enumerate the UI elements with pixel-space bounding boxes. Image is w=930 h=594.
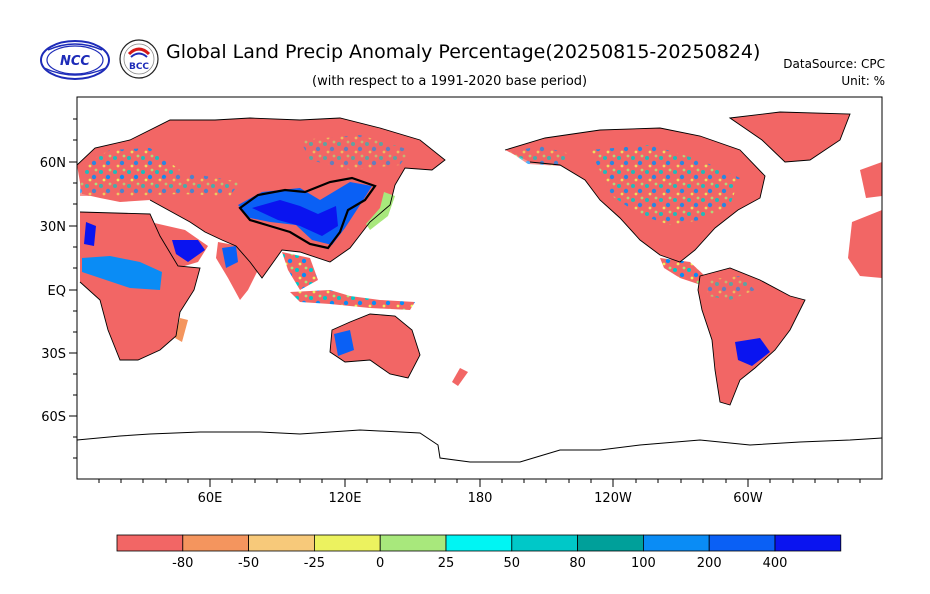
legend-label-2: -25 bbox=[304, 556, 325, 571]
africa-wet-band bbox=[82, 256, 162, 290]
legend-label-8: 200 bbox=[697, 556, 722, 571]
latitude-axis bbox=[69, 161, 77, 417]
legend-label-7: 100 bbox=[631, 556, 656, 571]
latitude-minor-ticks bbox=[73, 118, 77, 459]
europe-wet-band bbox=[80, 172, 240, 196]
legend-label-5: 50 bbox=[504, 556, 521, 571]
lat-label-eq: EQ bbox=[48, 284, 66, 299]
legend-swatch-9 bbox=[708, 534, 776, 552]
legend-swatch-10 bbox=[774, 534, 842, 552]
data-source-info: DataSource: CPC Unit: % bbox=[783, 56, 885, 90]
coastlines bbox=[77, 111, 851, 406]
new-zealand-land bbox=[452, 368, 468, 386]
australia-land bbox=[330, 314, 420, 378]
legend-label-1: -50 bbox=[238, 556, 259, 571]
legend-swatch-6 bbox=[511, 534, 578, 552]
longitude-minor-ticks bbox=[98, 479, 861, 483]
australia-wet-west bbox=[334, 330, 354, 356]
south-america-wet-north bbox=[705, 276, 755, 300]
data-source-label: DataSource: CPC bbox=[783, 57, 885, 71]
south-america-wet bbox=[735, 338, 770, 366]
lat-label-60s: 60S bbox=[41, 410, 66, 425]
legend-swatch-0 bbox=[116, 534, 184, 552]
alaska-wet bbox=[510, 146, 570, 166]
legend-swatch-7 bbox=[577, 534, 644, 552]
svg-text:BCC: BCC bbox=[129, 62, 149, 72]
east-asia-strong-wet bbox=[252, 200, 338, 236]
legend-swatch-2 bbox=[248, 534, 315, 552]
legend-label-6: 80 bbox=[569, 556, 586, 571]
legend-label-3: 0 bbox=[376, 556, 384, 571]
svg-text:NCC: NCC bbox=[60, 54, 90, 69]
color-legend: -80 -50 -25 0 25 50 80 100 200 400 bbox=[116, 534, 842, 571]
india-wet bbox=[222, 246, 238, 268]
legend-swatch-5 bbox=[445, 534, 513, 552]
south-america-land bbox=[698, 268, 805, 405]
lat-label-60n: 60N bbox=[40, 156, 66, 171]
unit-label: Unit: % bbox=[841, 74, 885, 88]
ncc-logo: NCC bbox=[38, 38, 112, 86]
greenland-land bbox=[730, 112, 850, 162]
arabia-wet bbox=[172, 240, 205, 262]
west-africa-wrap-land bbox=[848, 210, 882, 278]
central-america-land bbox=[660, 258, 705, 284]
legend-swatch-3 bbox=[313, 534, 381, 552]
legend-label-0: -80 bbox=[172, 556, 193, 571]
china-border bbox=[238, 176, 377, 250]
legend-swatch-8 bbox=[643, 534, 710, 552]
antarctica-coast bbox=[77, 429, 882, 463]
legend-label-4: 25 bbox=[438, 556, 455, 571]
lon-label-120e: 120E bbox=[328, 491, 361, 506]
legend-swatch-4 bbox=[379, 534, 447, 552]
lat-label-30n: 30N bbox=[40, 220, 66, 235]
lat-label-30s: 30S bbox=[41, 347, 66, 362]
bcc-logo: BCC bbox=[118, 38, 160, 84]
lon-label-60e: 60E bbox=[198, 491, 223, 506]
lon-label-120w: 120W bbox=[594, 491, 632, 506]
madagascar-land bbox=[175, 318, 188, 342]
southeast-asia-land bbox=[282, 252, 318, 290]
map-title: Global Land Precip Anomaly Percentage(20… bbox=[166, 41, 761, 63]
africa-strong-wet bbox=[84, 222, 96, 246]
legend-swatch-1 bbox=[182, 534, 250, 552]
land-areas bbox=[77, 111, 882, 463]
north-america-wet-pattern bbox=[590, 145, 740, 225]
indonesia-land bbox=[290, 290, 415, 310]
lon-label-60w: 60W bbox=[733, 491, 763, 506]
lon-label-180: 180 bbox=[468, 491, 493, 506]
siberia-wet-patch bbox=[300, 135, 410, 170]
longitude-axis bbox=[209, 479, 749, 487]
legend-label-9: 400 bbox=[763, 556, 788, 571]
japan-land bbox=[366, 192, 395, 230]
map-subtitle: (with respect to a 1991-2020 base period… bbox=[312, 74, 588, 89]
iberia-wrap-land bbox=[860, 162, 882, 198]
